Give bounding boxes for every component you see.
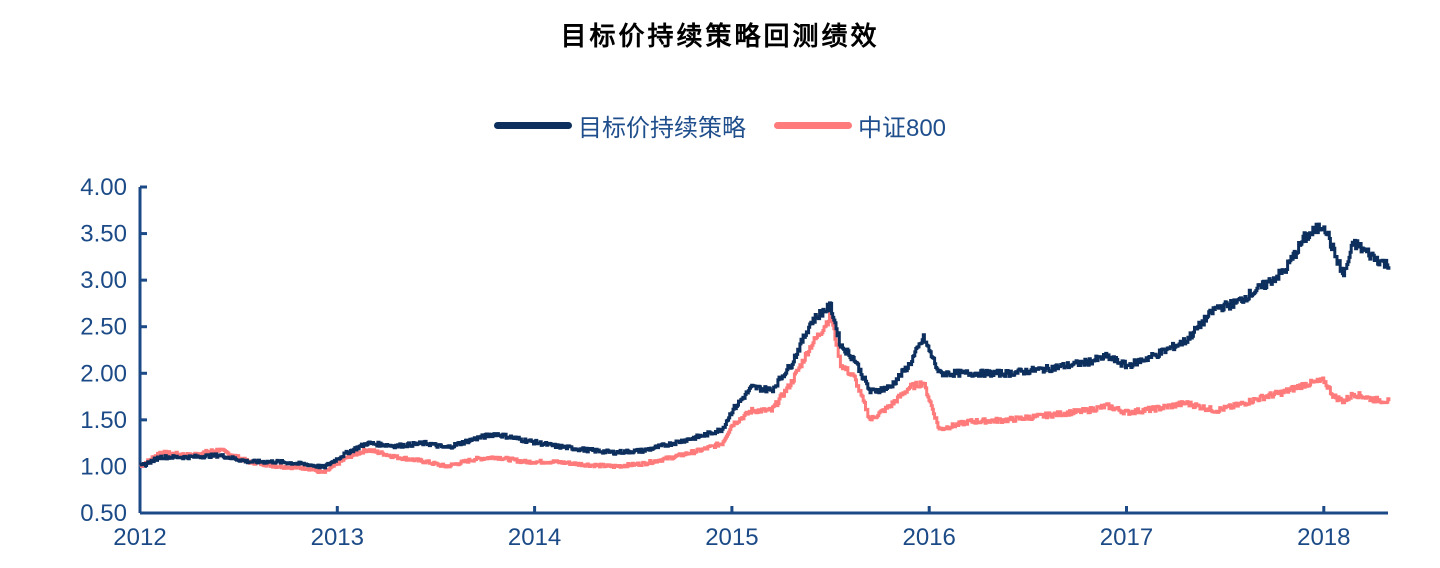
legend: 目标价持续策略 中证800: [0, 108, 1440, 143]
legend-label-strategy: 目标价持续策略: [577, 115, 746, 142]
x-tick-label: 2015: [705, 524, 758, 551]
y-tick-label: 2.00: [80, 360, 127, 387]
legend-item-csi800: 中证800: [773, 108, 947, 143]
x-tick-label: 2016: [903, 524, 956, 551]
x-tick-label: 2018: [1297, 524, 1350, 551]
axes: 0.50 1.00 1.50 2.00 2.50 3.00 3.50 4.00 2012 2013…: [80, 174, 1388, 551]
x-tick-label: 2013: [311, 524, 364, 551]
x-tick-label: 2017: [1100, 524, 1153, 551]
y-tick-label: 3.00: [80, 267, 127, 294]
y-tick-label: 0.50: [80, 500, 127, 527]
legend-swatch-csi800: [773, 122, 852, 129]
chart-title: 目标价持续策略回测绩效: [560, 22, 880, 52]
y-tick-label: 1.50: [80, 407, 127, 434]
legend-swatch-strategy: [493, 122, 572, 129]
x-tick-label: 2012: [113, 524, 166, 551]
y-tick-label: 2.50: [80, 314, 127, 341]
series-lines: [139, 222, 1391, 474]
series-line-csi800: [139, 312, 1391, 474]
x-tick-label: 2014: [508, 524, 561, 551]
y-tick-label: 1.00: [80, 453, 127, 480]
legend-label-csi800: 中证800: [857, 115, 947, 142]
y-tick-label: 3.50: [80, 221, 127, 248]
legend-item-strategy: 目标价持续策略: [493, 108, 746, 143]
y-tick-label: 4.00: [80, 174, 127, 201]
series-line-strategy: [139, 222, 1391, 470]
